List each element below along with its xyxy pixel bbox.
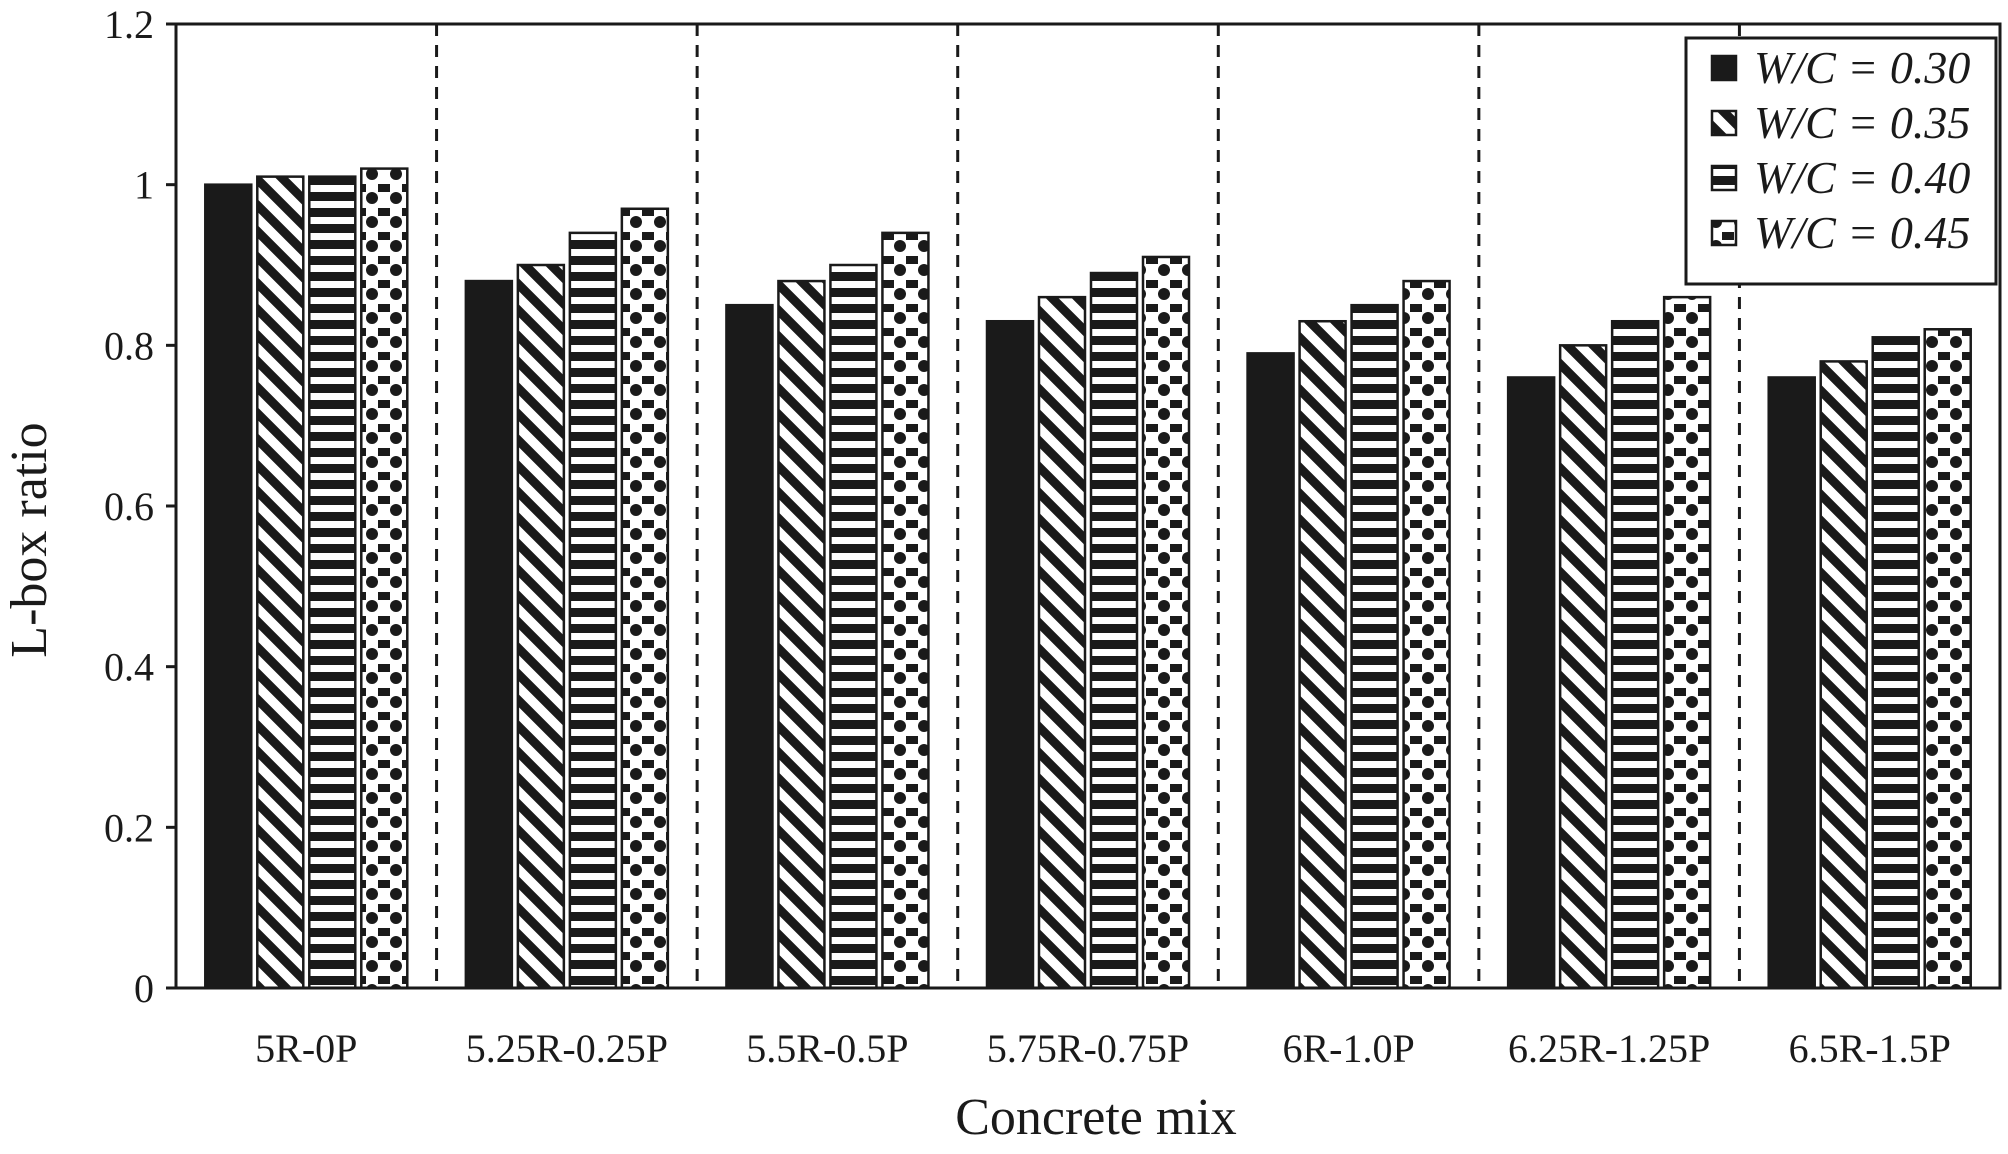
- x-category-label: 6.25R-1.25P: [1508, 1026, 1710, 1071]
- bar-series: [204, 167, 1972, 990]
- x-category-label: 5.5R-0.5P: [746, 1026, 908, 1071]
- y-tick-label: 0.4: [104, 645, 154, 690]
- bar: [1923, 328, 1972, 990]
- bar: [360, 167, 409, 990]
- legend-label: W/C = 0.45: [1754, 207, 1970, 258]
- x-axis-title: Concrete mix: [955, 1089, 1237, 1146]
- bar: [1402, 279, 1451, 990]
- bar: [1871, 336, 1920, 990]
- y-tick-label: 1.2: [104, 2, 154, 47]
- bar: [1558, 344, 1608, 990]
- x-category-label: 5.75R-0.75P: [987, 1026, 1189, 1071]
- x-category-label: 6.5R-1.5P: [1789, 1026, 1951, 1071]
- x-category-label: 6R-1.0P: [1282, 1026, 1414, 1071]
- bar: [620, 207, 670, 990]
- y-tick-label: 0: [134, 966, 154, 1011]
- bar: [1819, 360, 1868, 990]
- group-separators: [435, 24, 1741, 988]
- legend-label: W/C = 0.30: [1754, 42, 1970, 93]
- bar: [1662, 295, 1712, 990]
- y-tick-label: 1: [134, 163, 154, 208]
- bar: [1141, 255, 1191, 990]
- bar: [1610, 319, 1660, 990]
- y-tick-label: 0.2: [104, 805, 154, 850]
- bar: [777, 279, 826, 990]
- bar: [1506, 376, 1556, 990]
- bar: [1298, 319, 1347, 990]
- legend-swatch: [1710, 54, 1738, 82]
- bar: [1246, 352, 1295, 990]
- bar: [204, 183, 253, 990]
- bar: [1037, 295, 1087, 990]
- bar: [464, 279, 514, 990]
- bar: [308, 175, 357, 990]
- plot-frame: [174, 22, 2002, 990]
- bar: [1350, 303, 1399, 990]
- y-tick-label: 0.8: [104, 323, 154, 368]
- legend-swatch: [1710, 109, 1738, 137]
- bar: [1089, 271, 1139, 990]
- legend-label: W/C = 0.40: [1754, 152, 1970, 203]
- bar: [985, 319, 1035, 990]
- legend-box: [1684, 36, 1998, 286]
- y-tick-label: 0.6: [104, 484, 154, 529]
- bar: [256, 175, 305, 990]
- bar: [829, 263, 878, 990]
- bar: [881, 231, 930, 990]
- bar: [725, 303, 774, 990]
- x-axis-labels: 5R-0P 5.25R-0.25P 5.5R-0.5P 5.75R-0.75P 6R-1…: [255, 1026, 1951, 1071]
- legend-label: W/C = 0.35: [1754, 97, 1970, 148]
- x-category-label: 5R-0P: [255, 1026, 357, 1071]
- bar: [516, 263, 566, 990]
- bar: [1767, 376, 1816, 990]
- legend-swatch: [1710, 164, 1738, 192]
- y-axis-title: L-box ratio: [1, 422, 58, 657]
- y-axis-ticks: 0 0.2 0.4 0.6 0.8 1 1.2: [104, 2, 176, 1011]
- legend-swatch: [1710, 219, 1738, 247]
- bar: [568, 231, 618, 990]
- x-category-label: 5.25R-0.25P: [466, 1026, 668, 1071]
- legend: W/C = 0.30W/C = 0.35W/C = 0.40W/C = 0.45: [1684, 36, 1998, 286]
